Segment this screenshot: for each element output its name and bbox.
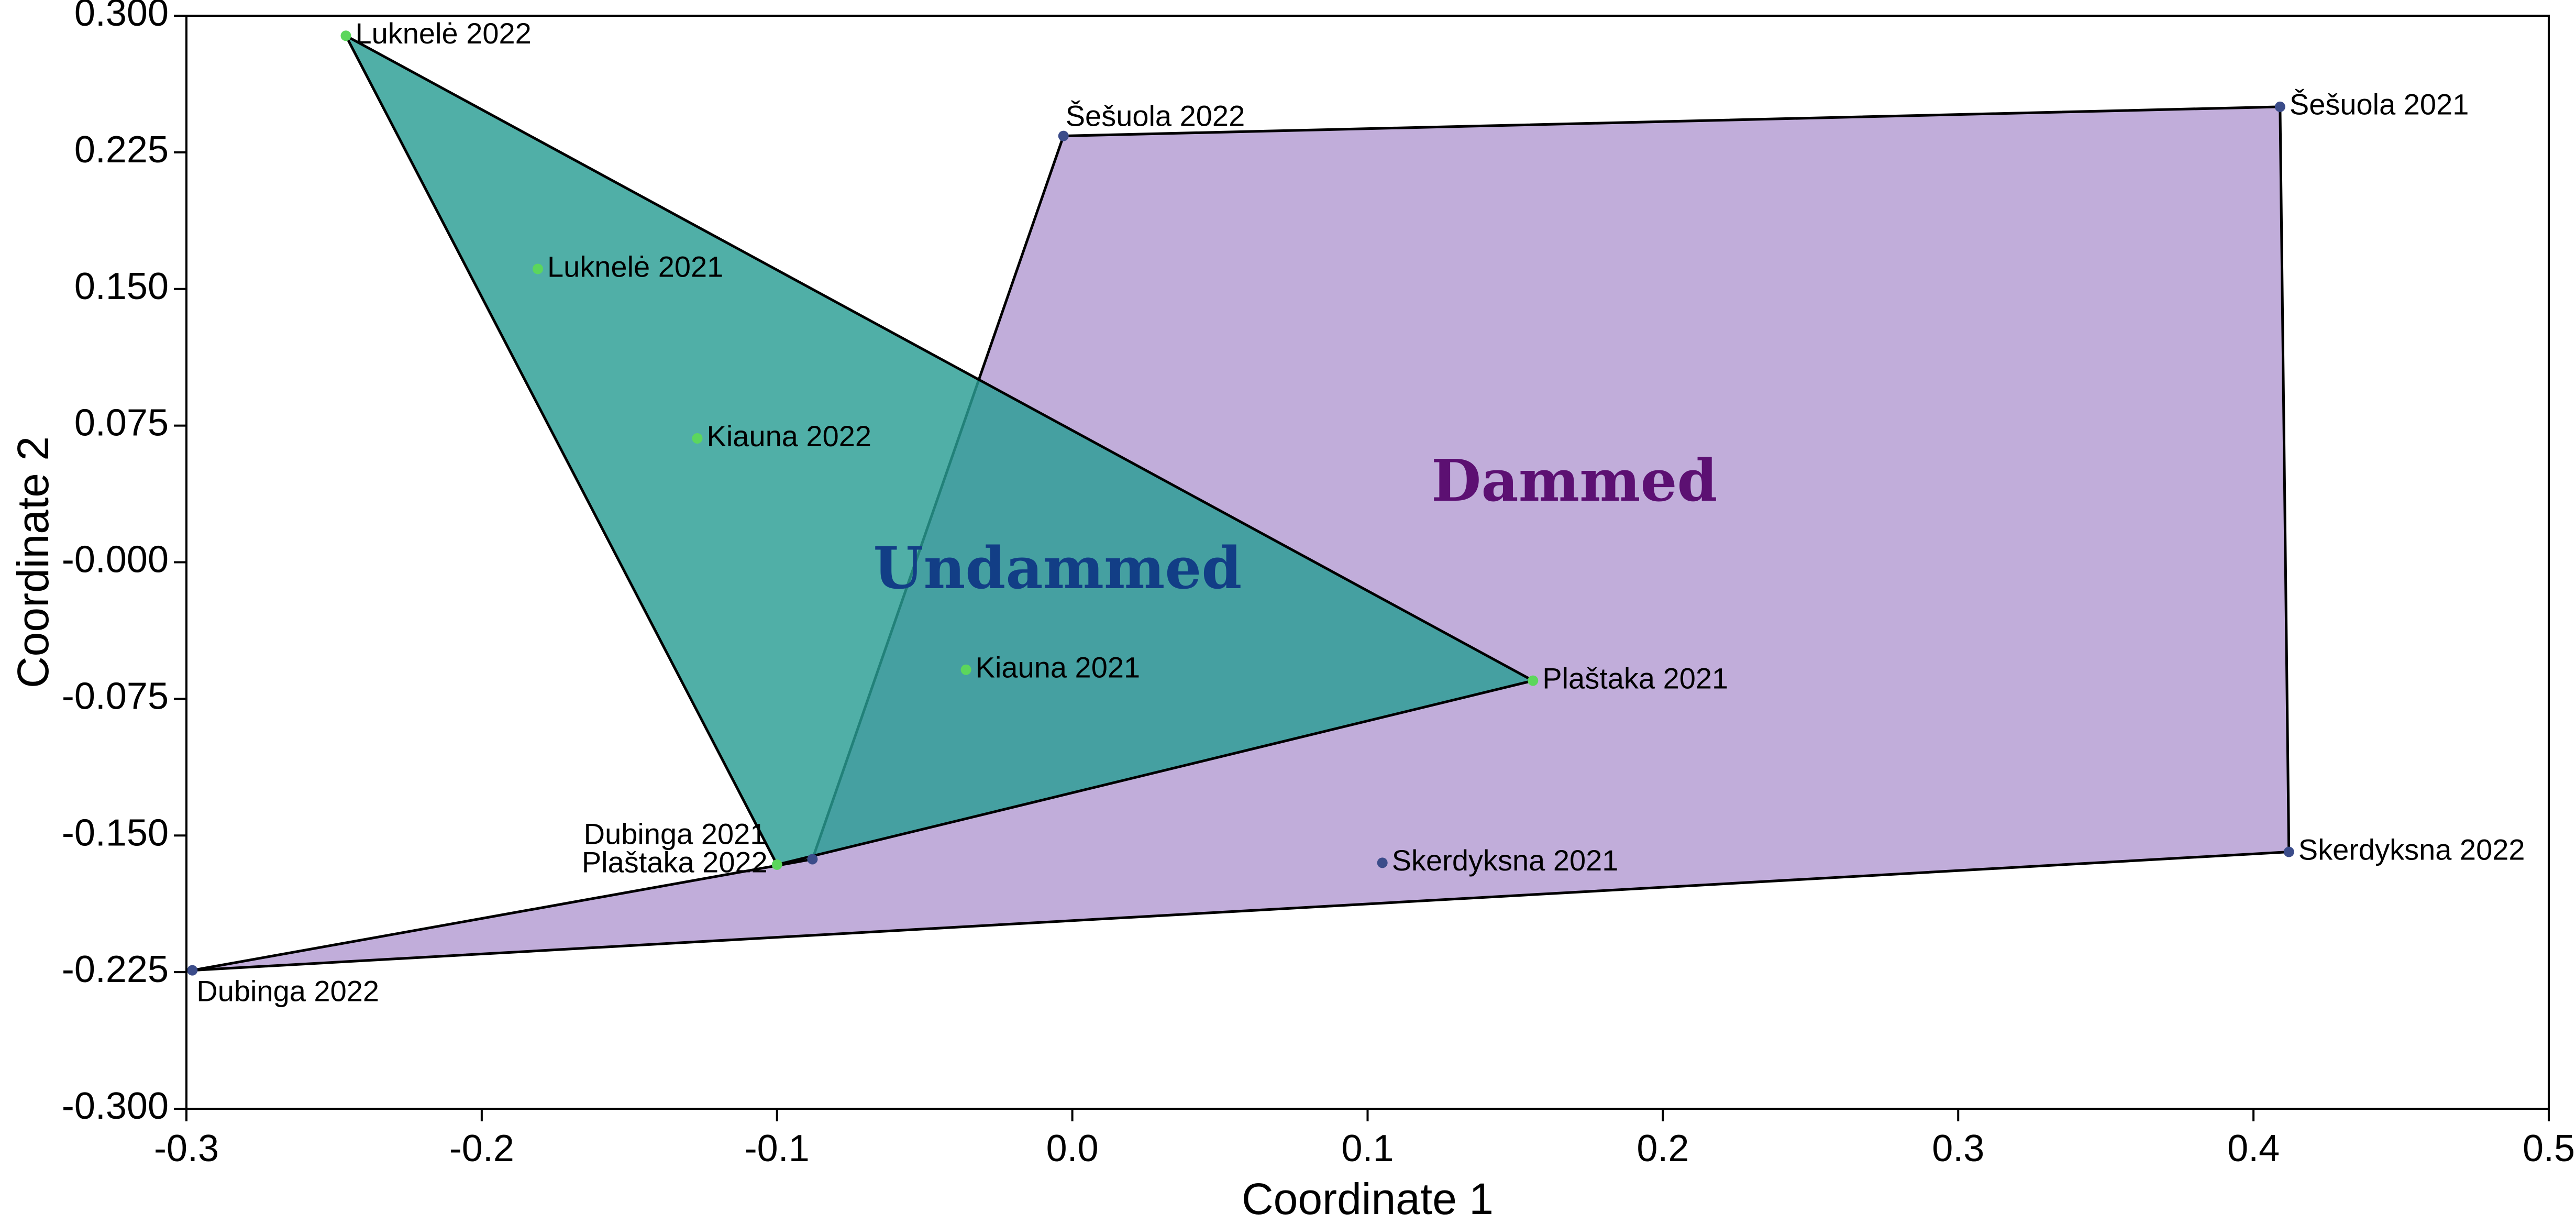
- point-dubinga-2022: [187, 965, 198, 976]
- point-skerdyksna-2021: [1377, 857, 1388, 868]
- x-tick-label: 0.0: [1046, 1128, 1099, 1170]
- point-label-dubinga-2021: Dubinga 2021: [584, 817, 767, 850]
- point-label-dubinga-2022: Dubinga 2022: [196, 974, 379, 1007]
- point-label-luknele-2022: Luknelė 2022: [355, 17, 531, 50]
- x-tick-label: 0.1: [1341, 1128, 1394, 1170]
- x-axis: -0.3 -0.2 -0.1 0.0 0.1 0.2 0.3 0.4 0.5: [154, 1109, 2575, 1170]
- y-tick-label: 0.150: [74, 266, 169, 307]
- point-kiauna-2021: [960, 664, 971, 675]
- y-tick-label: 0.225: [74, 129, 169, 171]
- point-label-skerdyksna-2021: Skerdyksna 2021: [1392, 844, 1619, 877]
- x-tick-label: 0.5: [2523, 1128, 2575, 1170]
- group-label-undammed: Undammed: [874, 534, 1242, 602]
- point-kiauna-2022: [692, 433, 703, 444]
- group-label-layer: Dammed Undammed: [874, 447, 1718, 602]
- point-luknele-2021: [533, 263, 544, 274]
- y-tick-label: -0.225: [62, 949, 169, 990]
- x-tick-label: -0.2: [449, 1128, 514, 1170]
- x-tick-label: 0.4: [2227, 1128, 2280, 1170]
- point-plastaka-2021: [1528, 675, 1539, 686]
- point-luknele-2022: [340, 30, 351, 41]
- point-label-sesuola-2022: Šešuola 2022: [1066, 99, 1245, 132]
- point-label-layer: Šešuola 2022 Šešuola 2021 Skerdyksna 2022 D…: [196, 17, 2525, 1007]
- point-dubinga-2021: [807, 854, 818, 865]
- x-tick-label: 0.3: [1932, 1128, 1984, 1170]
- x-tick-label: -0.1: [745, 1128, 810, 1170]
- x-axis-title: Coordinate 1: [1242, 1174, 1494, 1223]
- point-label-skerdyksna-2022: Skerdyksna 2022: [2298, 833, 2525, 866]
- point-layer: [187, 30, 2294, 976]
- point-label-kiauna-2022: Kiauna 2022: [707, 420, 872, 453]
- x-tick-label: 0.2: [1637, 1128, 1689, 1170]
- x-tick-label: -0.3: [154, 1128, 219, 1170]
- y-tick-label: 0.300: [74, 0, 169, 34]
- y-tick-label: -0.000: [62, 539, 169, 581]
- point-plastaka-2022: [771, 859, 782, 870]
- hull-undammed: [344, 34, 1534, 866]
- y-tick-label: -0.300: [62, 1085, 169, 1127]
- y-tick-label: 0.075: [74, 402, 169, 444]
- group-label-dammed: Dammed: [1431, 447, 1717, 514]
- point-sesuola-2021: [2274, 101, 2285, 112]
- y-axis-title: Coordinate 2: [8, 436, 58, 688]
- point-label-plastaka-2021: Plaštaka 2021: [1542, 661, 1728, 694]
- point-label-kiauna-2021: Kiauna 2021: [976, 651, 1141, 684]
- point-label-sesuola-2021: Šešuola 2021: [2290, 88, 2469, 121]
- point-skerdyksna-2022: [2283, 846, 2294, 857]
- y-tick-label: -0.075: [62, 675, 169, 717]
- y-axis: 0.300 0.225 0.150 0.075 -0.000 -0.075 -0.150 -0…: [62, 0, 186, 1127]
- y-tick-label: -0.150: [62, 812, 169, 854]
- hull-layer: [191, 34, 2291, 972]
- point-sesuola-2022: [1058, 130, 1069, 141]
- point-label-luknele-2021: Luknelė 2021: [547, 250, 723, 283]
- point-label-plastaka-2022: Plaštaka 2022: [582, 846, 768, 879]
